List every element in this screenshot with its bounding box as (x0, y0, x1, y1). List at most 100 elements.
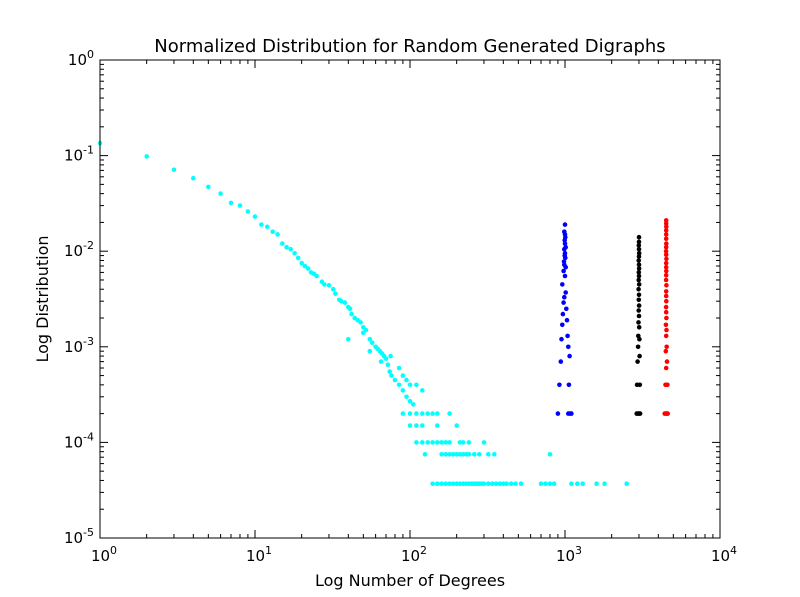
data-point (664, 411, 670, 416)
data-point (636, 308, 641, 313)
data-point (636, 243, 642, 248)
data-point (562, 229, 567, 234)
data-point (563, 290, 568, 295)
data-point (636, 266, 642, 271)
data-point (594, 481, 599, 487)
data-point (486, 481, 491, 487)
data-point (457, 452, 463, 457)
data-point (636, 262, 642, 268)
ticks-layer: 100 101 102 103 104 100 10-1 10-2 10-3 10-4 10-5 (64, 48, 737, 565)
data-point (342, 300, 348, 305)
data-point (664, 241, 669, 246)
x-tick-label: 101 (246, 544, 272, 565)
data-point (663, 260, 669, 266)
data-point (425, 411, 431, 416)
data-point (292, 251, 297, 256)
data-point (665, 382, 670, 388)
data-point (218, 191, 223, 196)
data-point (407, 411, 413, 416)
data-point (663, 264, 669, 270)
data-point (555, 411, 561, 416)
data-point (326, 283, 332, 288)
data-point (265, 224, 270, 230)
data-point (439, 440, 444, 445)
points-layer (97, 140, 670, 487)
data-point (636, 297, 642, 303)
data-point (481, 440, 487, 445)
data-point (338, 298, 344, 304)
data-point (636, 277, 641, 283)
data-point (457, 440, 463, 445)
data-point (557, 382, 562, 388)
data-point (562, 251, 568, 256)
data-point (560, 322, 565, 328)
data-point (404, 377, 409, 383)
data-point (513, 481, 518, 487)
data-point (508, 481, 514, 487)
data-point (663, 293, 669, 299)
data-point (389, 373, 394, 378)
data-point (566, 382, 572, 388)
data-point (361, 330, 366, 336)
data-point (636, 320, 641, 325)
y-axis-label: Log Distribution (33, 235, 52, 362)
data-point (664, 224, 669, 230)
data-point (367, 336, 373, 342)
data-point (411, 402, 416, 407)
data-point (392, 377, 398, 383)
data-point (369, 340, 375, 346)
data-point (414, 382, 419, 388)
data-point (636, 234, 642, 240)
y-tick-label: 100 (68, 48, 94, 69)
data-point (518, 481, 524, 487)
data-point (636, 258, 641, 263)
data-point (171, 167, 177, 173)
data-point (636, 282, 642, 287)
data-point (259, 222, 264, 227)
data-point (663, 289, 669, 294)
data-point (663, 236, 669, 241)
data-point (349, 311, 354, 317)
data-point (407, 382, 413, 388)
data-point (396, 365, 402, 371)
data-point (331, 286, 336, 292)
y-tick-label: 10-4 (64, 430, 94, 451)
data-point (637, 353, 642, 359)
data-point (490, 481, 495, 487)
data-point (420, 411, 425, 416)
data-point (636, 325, 642, 330)
data-point (414, 440, 419, 445)
data-point (664, 315, 669, 321)
x-axis-label: Log Number of Degrees (315, 571, 505, 590)
data-point (322, 282, 327, 287)
data-point (252, 214, 258, 219)
data-point (414, 423, 419, 428)
data-point (447, 452, 452, 457)
data-point (636, 239, 642, 245)
data-point (664, 256, 669, 262)
data-point (460, 440, 466, 445)
data-point (624, 481, 629, 487)
data-point (560, 311, 566, 317)
data-point (299, 260, 305, 266)
data-point (270, 229, 276, 234)
data-point (385, 362, 391, 368)
data-point (564, 306, 569, 312)
data-point (637, 382, 643, 388)
chart-title: Normalized Distribution for Random Gener… (154, 36, 665, 57)
data-point (538, 481, 544, 487)
data-point (443, 481, 449, 487)
data-point (501, 481, 506, 487)
data-point (422, 452, 428, 457)
data-point (560, 282, 565, 287)
data-point (237, 203, 243, 208)
data-point (450, 452, 456, 457)
data-point (663, 365, 669, 371)
data-point (378, 359, 384, 364)
data-point (663, 244, 669, 250)
data-point (481, 481, 487, 487)
data-point (387, 369, 393, 374)
data-point (447, 411, 452, 416)
data-point (562, 294, 567, 300)
